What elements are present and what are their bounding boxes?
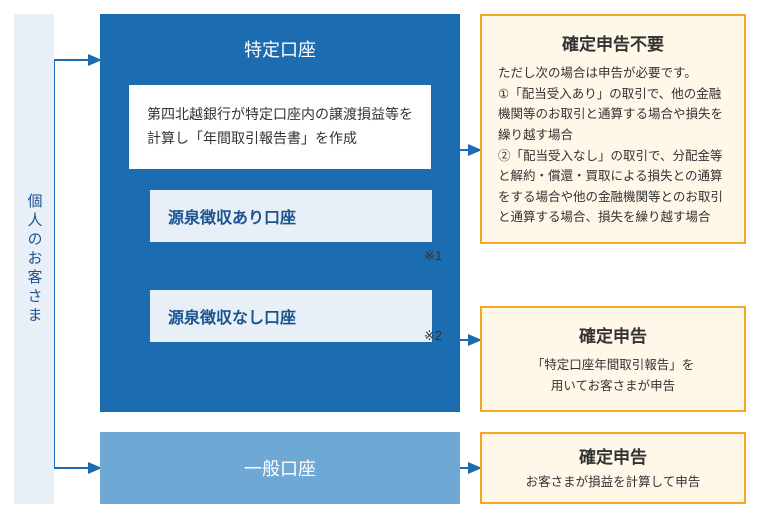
customer-label-text: 個人のお客さま [24, 193, 45, 326]
declaration-body-2: お客さまが損益を計算して申告 [498, 472, 728, 493]
diagram-canvas: 個人のお客さま 特定口座 第四北越銀行が特定口座内の譲渡損益等を計算し「年間取引… [0, 0, 760, 517]
declaration-box-1: 確定申告 「特定口座年間取引報告」を 用いてお客さまが申告 [480, 306, 746, 412]
declaration-title-1: 確定申告 [498, 322, 728, 347]
withholding-yes-box: 源泉徴収あり口座 [150, 190, 432, 242]
annotation-2: ※2 [424, 328, 442, 344]
declaration-body-1: 「特定口座年間取引報告」を 用いてお客さまが申告 [498, 355, 728, 396]
general-account-box: 一般口座 [100, 432, 460, 504]
declaration-title-2: 確定申告 [498, 443, 728, 468]
specified-account-header: 特定口座 [100, 14, 460, 84]
no-declaration-body: ただし次の場合は申告が必要です。 ①「配当受入あり」の取引で、他の金融機関等のお… [498, 63, 728, 228]
specified-account-description: 第四北越銀行が特定口座内の譲渡損益等を計算し「年間取引報告書」を作成 [128, 84, 432, 170]
declaration-box-2: 確定申告 お客さまが損益を計算して申告 [480, 432, 746, 504]
no-declaration-title: 確定申告不要 [498, 30, 728, 55]
general-account-label: 一般口座 [244, 455, 316, 481]
specified-account-box: 特定口座 第四北越銀行が特定口座内の譲渡損益等を計算し「年間取引報告書」を作成 … [100, 14, 460, 412]
no-declaration-box: 確定申告不要 ただし次の場合は申告が必要です。 ①「配当受入あり」の取引で、他の… [480, 14, 746, 244]
withholding-no-box: 源泉徴収なし口座 [150, 290, 432, 342]
annotation-1: ※1 [424, 248, 442, 264]
customer-label: 個人のお客さま [14, 14, 54, 504]
